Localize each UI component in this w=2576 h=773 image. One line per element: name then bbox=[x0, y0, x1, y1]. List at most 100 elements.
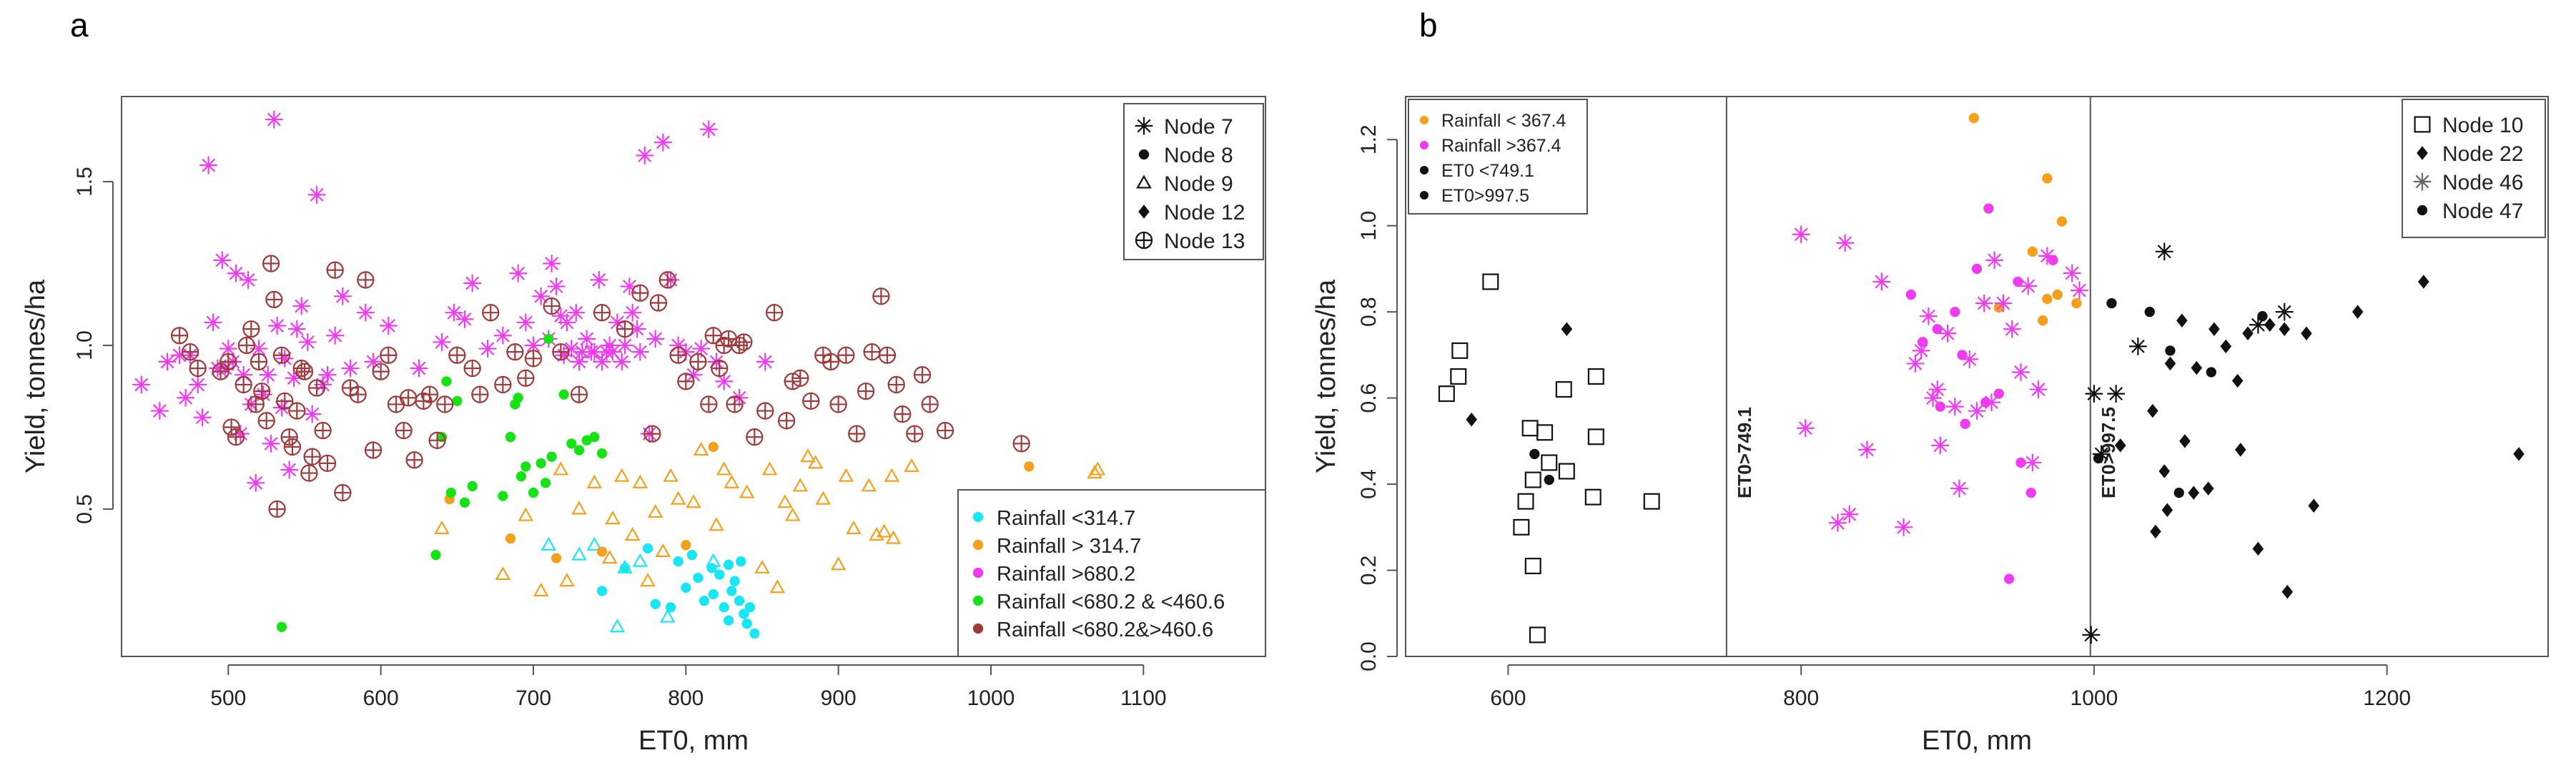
data-point-cross bbox=[309, 380, 325, 396]
data-point bbox=[1968, 402, 1986, 420]
data-point-cross bbox=[254, 383, 270, 400]
data-point bbox=[235, 375, 252, 394]
data-point bbox=[1090, 461, 1106, 476]
data-point bbox=[756, 353, 774, 371]
data-point bbox=[2150, 524, 2161, 539]
data-point bbox=[636, 147, 654, 164]
data-point bbox=[1524, 558, 1541, 575]
data-point bbox=[2249, 315, 2267, 334]
data-point bbox=[777, 494, 793, 508]
data-point bbox=[300, 464, 318, 482]
data-point-cross bbox=[247, 396, 264, 413]
y-tick-label: 0.4 bbox=[1357, 469, 1381, 499]
data-point bbox=[723, 615, 734, 626]
legend-marker bbox=[972, 511, 984, 523]
data-point bbox=[2231, 373, 2244, 388]
data-point bbox=[693, 441, 709, 456]
legend-label: Rainfall <314.7 bbox=[997, 507, 1135, 530]
data-point bbox=[608, 313, 626, 332]
data-point-cross bbox=[873, 288, 889, 305]
series bbox=[444, 441, 1035, 563]
data-point bbox=[280, 461, 299, 479]
data-point bbox=[756, 402, 774, 420]
data-point bbox=[232, 425, 250, 443]
data-point bbox=[681, 582, 691, 593]
legend-marker bbox=[1135, 231, 1153, 250]
series bbox=[1792, 225, 2088, 536]
data-point bbox=[616, 336, 634, 355]
data-point bbox=[1960, 350, 1979, 368]
data-point-cross bbox=[879, 347, 895, 363]
data-point bbox=[257, 412, 275, 430]
data-point bbox=[791, 369, 809, 387]
data-point bbox=[541, 536, 557, 551]
data-point bbox=[699, 120, 718, 139]
data-point-cross bbox=[258, 413, 275, 429]
data-point bbox=[255, 385, 272, 404]
data-point bbox=[726, 586, 737, 596]
data-point bbox=[878, 346, 897, 364]
data-point bbox=[669, 346, 687, 364]
data-point-cross bbox=[650, 295, 666, 311]
series bbox=[2093, 297, 2268, 498]
data-point bbox=[455, 310, 474, 328]
data-point bbox=[1968, 112, 1980, 124]
data-point bbox=[1918, 337, 1928, 348]
data-point bbox=[235, 365, 253, 384]
data-point bbox=[1983, 203, 1994, 214]
data-point bbox=[863, 343, 881, 361]
x-tick-label: 1000 bbox=[2071, 686, 2118, 710]
data-point-cross bbox=[766, 305, 783, 321]
data-point-cross bbox=[223, 419, 240, 435]
data-point bbox=[593, 353, 611, 371]
data-point bbox=[250, 353, 268, 371]
data-point bbox=[334, 483, 352, 502]
series bbox=[2114, 275, 2525, 599]
data-point bbox=[735, 556, 746, 567]
data-point bbox=[227, 264, 245, 282]
data-point bbox=[2147, 403, 2158, 418]
x-tick-label: 500 bbox=[210, 686, 246, 710]
data-point bbox=[2027, 246, 2038, 257]
data-point bbox=[586, 474, 603, 488]
data-point-cross bbox=[678, 373, 694, 390]
data-point bbox=[741, 619, 752, 629]
data-points bbox=[1438, 112, 2525, 644]
data-point bbox=[632, 553, 648, 567]
data-point bbox=[405, 451, 423, 469]
data-point bbox=[2202, 481, 2214, 496]
data-point-cross bbox=[849, 425, 865, 442]
data-point bbox=[259, 365, 277, 384]
data-point bbox=[746, 428, 764, 446]
data-point bbox=[212, 363, 230, 380]
y-tick-label: 0.6 bbox=[1357, 383, 1381, 413]
data-point bbox=[677, 373, 695, 390]
data-point-cross bbox=[263, 255, 280, 272]
x-axis: 600 800 1000 1200 bbox=[1490, 664, 2411, 710]
data-point bbox=[705, 553, 721, 567]
data-point-cross bbox=[319, 455, 336, 471]
data-point bbox=[292, 359, 310, 378]
data-point bbox=[566, 438, 577, 449]
data-point-cross bbox=[726, 396, 743, 413]
data-point bbox=[709, 517, 724, 531]
data-point bbox=[493, 326, 512, 345]
data-point bbox=[1544, 474, 1554, 486]
data-point bbox=[193, 408, 212, 427]
data-point bbox=[445, 303, 463, 322]
data-point bbox=[1985, 251, 2003, 270]
data-point-cross bbox=[922, 396, 938, 413]
data-point bbox=[784, 507, 801, 521]
legend-label: Node 12 bbox=[1164, 201, 1245, 225]
data-point bbox=[2025, 487, 2036, 498]
data-point bbox=[2038, 315, 2048, 326]
data-point bbox=[303, 448, 321, 466]
y-axis: 0.0 0.2 0.4 0.6 0.8 1.0 1.2 bbox=[1357, 124, 1398, 671]
data-point bbox=[1993, 388, 2004, 399]
data-point-cross bbox=[616, 321, 633, 338]
data-point bbox=[303, 405, 322, 423]
legend-label: Node 8 bbox=[1164, 144, 1233, 167]
data-point bbox=[739, 484, 755, 498]
x-tick-label: 600 bbox=[1490, 686, 1526, 710]
data-point bbox=[769, 579, 786, 594]
